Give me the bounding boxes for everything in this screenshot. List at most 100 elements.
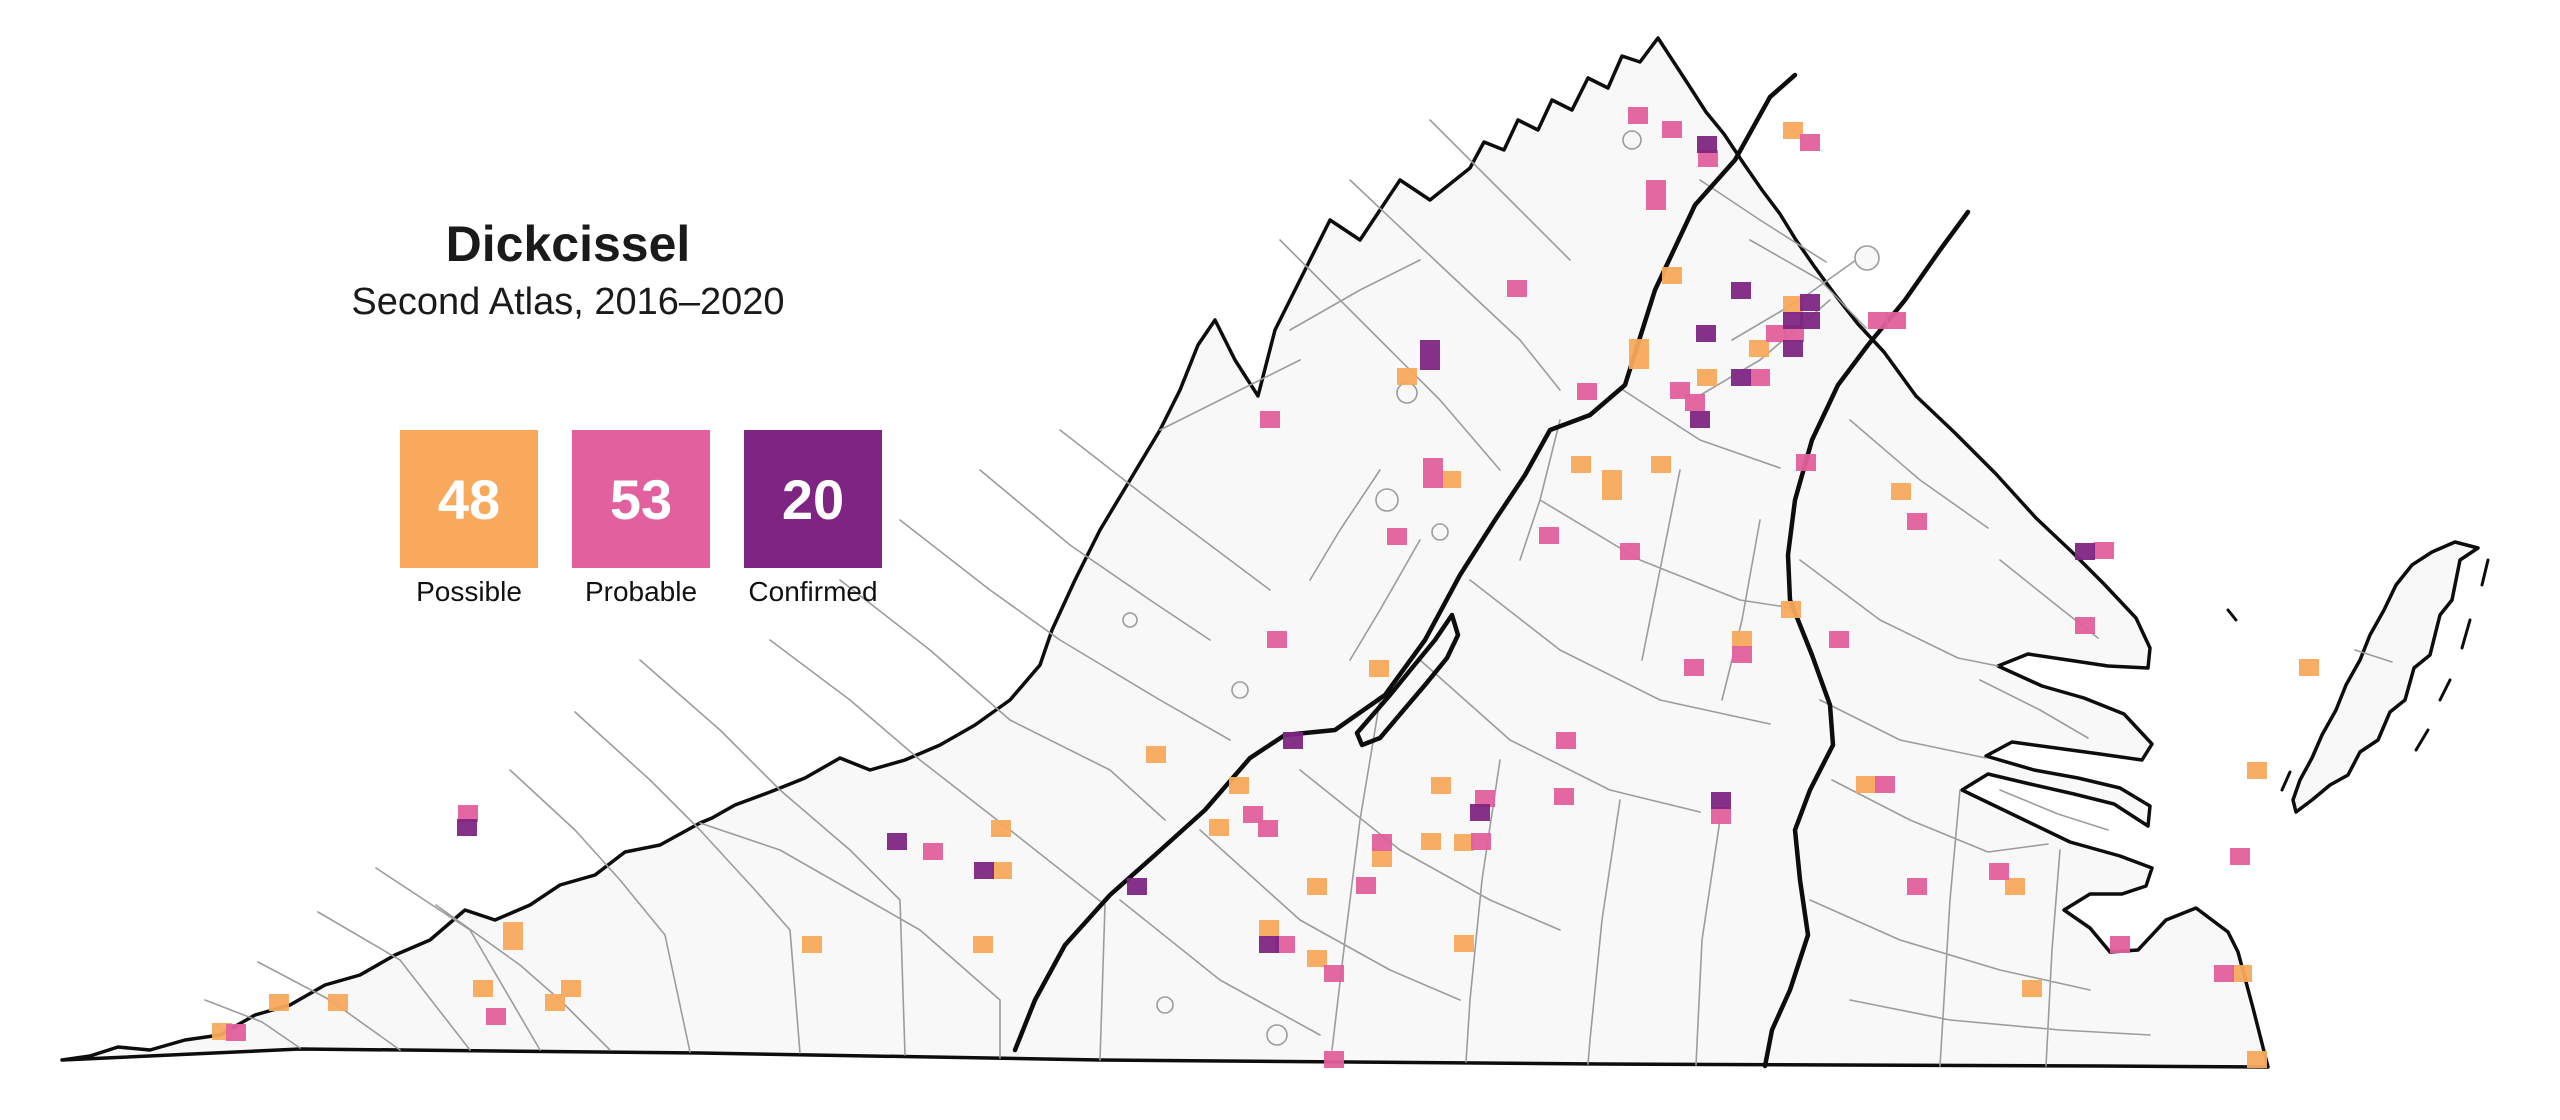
atlas-block-probable — [1750, 369, 1770, 386]
atlas-block-possible — [561, 980, 581, 997]
probable-count: 53 — [609, 467, 673, 531]
atlas-block-confirmed — [2075, 543, 2095, 560]
atlas-block-possible — [1421, 833, 1441, 850]
physiographic-lines — [1012, 72, 1971, 1069]
atlas-block-probable — [1800, 134, 1820, 151]
atlas-block-confirmed — [1800, 294, 1820, 311]
atlas-block-possible — [1259, 920, 1279, 937]
atlas-block-possible — [973, 936, 993, 953]
atlas-block-probable — [1267, 631, 1287, 648]
atlas-block-probable — [1556, 732, 1576, 749]
atlas-block-possible — [2022, 980, 2042, 997]
probable-label: Probable — [584, 576, 698, 607]
atlas-block-probable — [1829, 631, 1849, 648]
atlas-block-possible — [1697, 369, 1717, 386]
atlas-block-possible — [1372, 850, 1392, 867]
atlas-block-possible — [1307, 878, 1327, 895]
atlas-block-confirmed — [1470, 804, 1490, 821]
atlas-block-possible — [1651, 456, 1671, 473]
atlas-block-possible — [1856, 776, 1876, 793]
atlas-block-confirmed — [1711, 792, 1731, 809]
atlas-block-probable — [1685, 394, 1705, 411]
atlas-block-possible — [2005, 878, 2025, 895]
atlas-block-probable — [1577, 383, 1597, 400]
atlas-block-probable — [1243, 806, 1263, 823]
atlas-block-possible — [2247, 1051, 2267, 1068]
atlas-block-possible — [2247, 762, 2267, 779]
fall-line — [1762, 209, 1971, 1069]
atlas-block-possible — [1602, 470, 1622, 500]
county-lines — [204, 119, 2393, 1067]
atlas-block-probable — [1907, 513, 1927, 530]
atlas-block-probable — [1620, 543, 1640, 560]
atlas-block-confirmed — [1420, 340, 1440, 370]
eastern-shore-outline — [2291, 540, 2480, 814]
atlas-block-probable — [458, 805, 478, 822]
atlas-block-confirmed — [1800, 312, 1820, 329]
atlas-block-possible — [1229, 777, 1249, 794]
atlas-block-confirmed — [1731, 369, 1751, 386]
atlas-block-probable — [1475, 790, 1495, 807]
atlas-block-confirmed — [1690, 411, 1710, 428]
atlas-block-possible — [1307, 950, 1327, 967]
atlas-block-possible — [1441, 471, 1461, 488]
atlas-block-possible — [991, 820, 1011, 837]
atlas-block-possible — [1397, 368, 1417, 385]
atlas-block-probable — [1258, 820, 1278, 837]
atlas-block-probable — [226, 1024, 246, 1041]
legend-item-confirmed: 20 Confirmed — [744, 430, 882, 608]
atlas-block-probable — [1423, 458, 1443, 488]
atlas-block-probable — [2094, 542, 2114, 559]
atlas-block-possible — [1209, 819, 1229, 836]
atlas-block-probable — [1260, 411, 1280, 428]
atlas-block-probable — [1324, 965, 1344, 982]
probable-swatch: 53 — [572, 430, 710, 568]
atlas-block-probable — [2110, 936, 2130, 953]
atlas-block-probable — [1684, 659, 1704, 676]
city-enclaves — [1122, 130, 1880, 1046]
atlas-block-confirmed — [1731, 282, 1751, 299]
atlas-block-probable — [1275, 936, 1295, 953]
atlas-block-probable — [1372, 834, 1392, 851]
atlas-block-probable — [1907, 878, 1927, 895]
atlas-block-confirmed — [974, 862, 994, 879]
massanutten-loop — [1354, 612, 1461, 748]
confirmed-label: Confirmed — [748, 576, 878, 607]
atlas-block-possible — [1431, 777, 1451, 794]
atlas-block-possible — [1749, 340, 1769, 357]
atlas-block-probable — [1507, 280, 1527, 297]
atlas-block-probable — [1886, 312, 1906, 329]
atlas-block-probable — [1554, 788, 1574, 805]
atlas-block-probable — [1868, 312, 1888, 329]
atlas-block-probable — [2075, 617, 2095, 634]
confirmed-swatch: 20 — [744, 430, 882, 568]
atlas-block-probable — [1784, 325, 1804, 342]
atlas-block-probable — [1387, 528, 1407, 545]
atlas-block-possible — [1783, 122, 1803, 139]
confirmed-count: 20 — [781, 467, 845, 531]
atlas-block-probable — [1628, 107, 1648, 124]
atlas-block-probable — [1471, 833, 1491, 850]
atlas-block-possible — [1781, 601, 1801, 618]
atlas-block-probable — [1646, 180, 1666, 210]
atlas-block-possible — [269, 994, 289, 1011]
atlas-block-probable — [1875, 776, 1895, 793]
page-subtitle: Second Atlas, 2016–2020 — [351, 280, 785, 323]
atlas-blocks-layer — [212, 107, 2319, 1068]
atlas-block-possible — [1454, 834, 1474, 851]
atlas-block-probable — [1662, 121, 1682, 138]
atlas-block-possible — [328, 994, 348, 1011]
possible-swatch: 48 — [400, 430, 538, 568]
atlas-block-confirmed — [1783, 312, 1803, 329]
atlas-block-possible — [2232, 965, 2252, 982]
atlas-block-probable — [2214, 965, 2234, 982]
atlas-block-probable — [1324, 1051, 1344, 1068]
atlas-block-possible — [1369, 660, 1389, 677]
atlas-block-probable — [1698, 150, 1718, 167]
atlas-block-confirmed — [1783, 340, 1803, 357]
atlas-block-probable — [923, 843, 943, 860]
atlas-block-confirmed — [1696, 325, 1716, 342]
atlas-block-confirmed — [1697, 136, 1717, 153]
atlas-block-possible — [2299, 659, 2319, 676]
atlas-block-probable — [1796, 454, 1816, 471]
